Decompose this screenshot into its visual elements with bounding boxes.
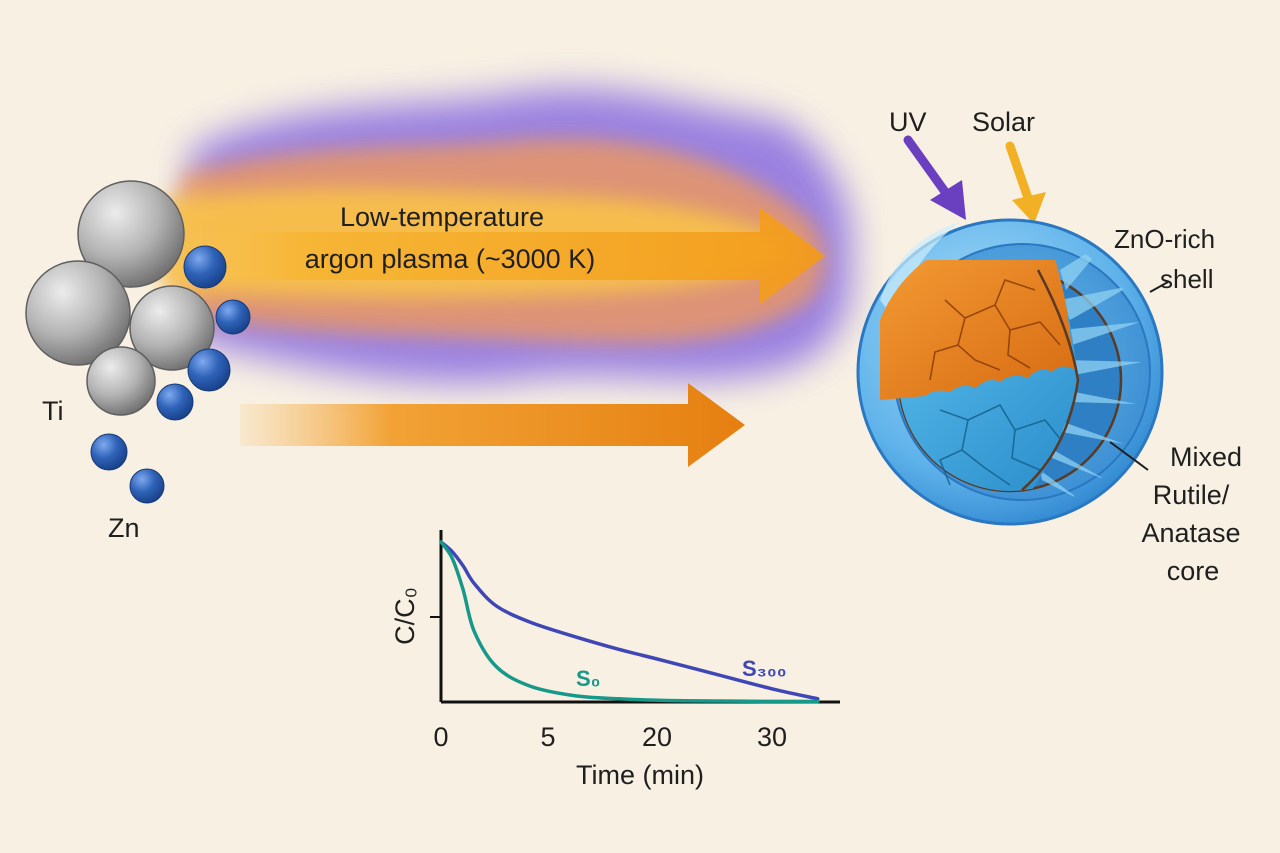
zn-particle [90, 433, 128, 471]
x-ticks: 0 5 20 30 [433, 722, 787, 752]
ti-particle [77, 180, 185, 288]
zn-particle [183, 245, 227, 289]
uv-label: UV [889, 107, 927, 137]
anatase-cracks [938, 403, 1066, 486]
anatase-spikes [1040, 240, 1142, 500]
degradation-chart: 0 5 20 30 S₀ S₃₀₀ C/C₀ Time (min) [390, 530, 840, 790]
precursor-particles [25, 180, 251, 504]
x-axis-label: Time (min) [576, 760, 704, 790]
series-line-s0 [439, 540, 820, 704]
plasma-label-line1: Low-temperature [340, 202, 544, 232]
core-leader-line [1109, 441, 1149, 471]
core-label-line4: core [1167, 556, 1220, 586]
plasma-label-line2: argon plasma (~3000 K) [305, 244, 595, 274]
shell-label-line1: ZnO-rich [1114, 224, 1215, 254]
x-tick-label: 5 [540, 722, 555, 752]
core-label-line2: Rutile/ [1153, 480, 1230, 510]
ti-label: Ti [42, 396, 64, 426]
core-shell-particle [856, 218, 1164, 526]
plasma-arrow [170, 208, 825, 304]
transport-arrow [240, 383, 745, 467]
x-tick-label: 30 [757, 722, 787, 752]
x-tick-label: 0 [433, 722, 448, 752]
core-divider [1021, 269, 1080, 491]
core-label-line1: Mixed [1170, 442, 1242, 472]
series-label-s0: S₀ [576, 666, 601, 691]
zn-particle [129, 468, 165, 504]
zn-particle [215, 299, 251, 335]
y-axis-label: C/C₀ [390, 587, 420, 645]
ti-particle [25, 260, 131, 366]
solar-label: Solar [972, 107, 1035, 137]
ti-particle [86, 346, 156, 416]
uv-arrow [903, 135, 966, 220]
zn-particle [156, 383, 194, 421]
series-line-s300 [439, 540, 820, 701]
zn-particle [187, 348, 231, 392]
shell-leader-line [1149, 281, 1169, 293]
ti-particle [129, 285, 215, 371]
zn-label: Zn [108, 513, 140, 543]
x-tick-label: 20 [642, 722, 672, 752]
core-label-line3: Anatase [1141, 518, 1240, 548]
shell-label-line2: shell [1160, 264, 1213, 294]
solar-arrow [1005, 141, 1046, 224]
rutile-cracks [929, 279, 1061, 381]
series-label-s300: S₃₀₀ [742, 656, 787, 681]
